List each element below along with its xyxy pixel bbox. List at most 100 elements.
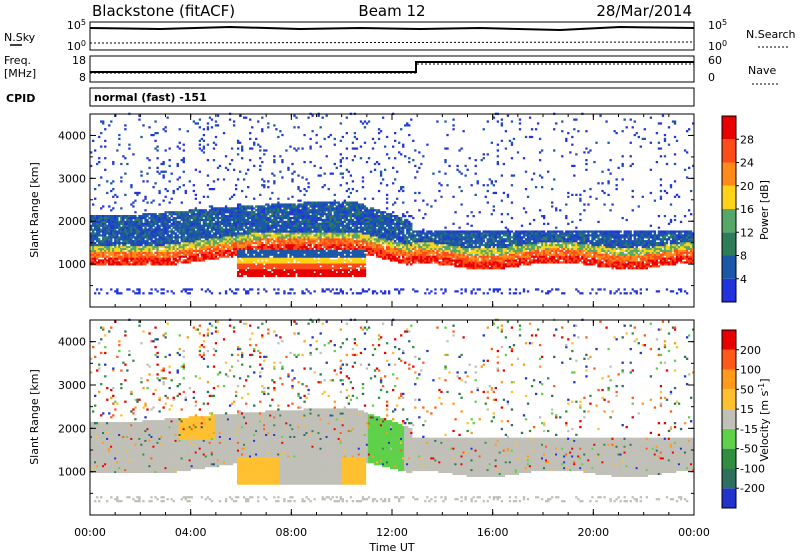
power-cell — [120, 216, 123, 220]
power-cell — [150, 245, 153, 249]
power-cell — [210, 228, 214, 231]
power-cell — [349, 218, 353, 222]
power-cell — [238, 267, 242, 270]
power-cell — [303, 263, 306, 266]
power-cell — [122, 155, 125, 158]
power-cell — [365, 160, 369, 164]
power-cell — [200, 251, 204, 254]
power-cell — [94, 247, 97, 251]
power-cell — [349, 209, 353, 212]
power-cell — [138, 118, 141, 121]
power-cell — [224, 166, 228, 169]
power-cell — [325, 259, 328, 262]
power-cell — [289, 253, 292, 256]
power-cell — [176, 259, 179, 262]
power-cell — [367, 236, 371, 239]
power-cell — [116, 222, 119, 225]
power-cell — [130, 234, 133, 237]
power-cell — [311, 114, 314, 117]
power-cell — [188, 216, 191, 220]
power-cell — [108, 226, 111, 229]
power-cell — [317, 242, 320, 245]
power-cell — [279, 242, 282, 245]
power-cell — [102, 245, 105, 249]
power-cell — [110, 215, 113, 218]
power-cell — [387, 290, 391, 293]
power-cell — [367, 220, 371, 224]
power-cell — [116, 247, 119, 251]
power-cell — [245, 209, 248, 212]
power-cell — [140, 257, 143, 260]
power-cell — [134, 222, 137, 225]
power-cell — [136, 251, 139, 254]
power-cell — [313, 230, 316, 233]
power-cell — [166, 261, 169, 264]
power-cell — [259, 242, 262, 245]
power-cell — [166, 215, 169, 218]
power-cell — [273, 230, 276, 233]
power-cell — [303, 242, 306, 245]
power-cell — [269, 236, 272, 239]
power-cell — [361, 240, 365, 243]
power-cell — [249, 234, 252, 237]
power-cell — [287, 269, 290, 272]
power-cell — [220, 232, 224, 235]
power-cell — [174, 243, 177, 247]
power-cell — [281, 226, 284, 229]
power-cell — [166, 245, 169, 249]
power-cell — [277, 249, 280, 252]
power-cell — [249, 255, 252, 258]
power-cell — [283, 213, 286, 216]
power-cell — [394, 201, 397, 204]
power-cell — [392, 226, 395, 229]
power-cell — [323, 201, 326, 204]
power-cell — [305, 189, 308, 193]
power-cell — [361, 215, 365, 218]
power-cell — [241, 247, 244, 251]
power-cell — [337, 243, 340, 247]
power-cell — [323, 207, 326, 210]
power-cell — [186, 220, 189, 224]
power-cell — [347, 245, 351, 249]
power-cell — [331, 220, 334, 224]
power-cell — [349, 222, 353, 225]
power-cell — [319, 211, 322, 214]
power-cell — [345, 265, 349, 268]
power-cell — [303, 215, 306, 218]
power-cell — [164, 149, 167, 152]
power-cell — [371, 215, 375, 218]
power-cell — [291, 172, 294, 175]
power-cell — [241, 261, 244, 264]
power-cell — [228, 288, 232, 291]
power-cell — [345, 224, 349, 227]
power-cell — [208, 257, 212, 260]
power-cell — [210, 245, 214, 249]
power-cell — [236, 234, 240, 237]
power-cell — [172, 189, 175, 193]
power-cell — [92, 249, 95, 252]
power-cell — [158, 218, 161, 222]
power-cell — [132, 290, 135, 293]
power-cell — [174, 253, 177, 256]
power-cell — [172, 213, 175, 216]
power-cell — [228, 247, 232, 251]
power-cell — [180, 243, 183, 247]
power-cell — [387, 247, 391, 251]
power-cell — [236, 272, 240, 276]
power-cell — [118, 137, 121, 141]
power-cell — [285, 216, 288, 220]
power-cell — [355, 224, 359, 227]
power-cell — [238, 259, 242, 262]
power-cell — [124, 243, 127, 247]
power-cell — [327, 272, 330, 276]
power-cell — [168, 218, 171, 222]
power-cell — [283, 290, 286, 293]
power-cell — [327, 274, 330, 278]
power-cell — [245, 213, 248, 216]
power-cell — [309, 247, 312, 251]
power-cell — [122, 230, 125, 233]
power-cell — [106, 240, 109, 243]
power-cell — [351, 147, 355, 150]
power-cell — [325, 114, 328, 117]
power-cell — [210, 240, 214, 243]
